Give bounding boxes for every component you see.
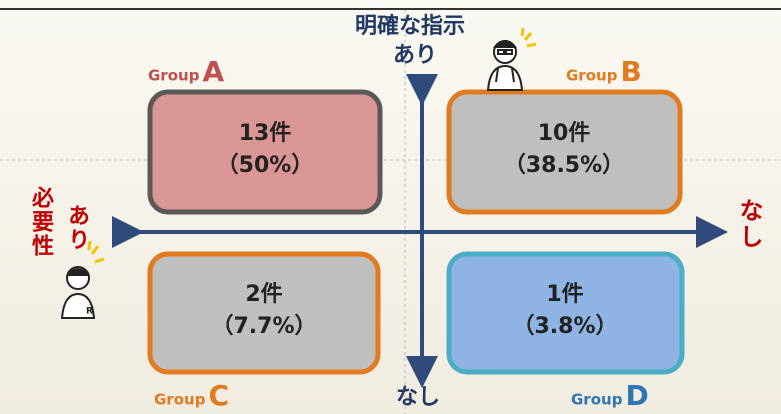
group-percent: （50%）	[217, 153, 314, 178]
axis-bottom: なし	[396, 385, 440, 410]
group-letter: A	[202, 55, 224, 88]
quadrant-diagram: 明確な指示 あり なし なし 必要性 あり R 13件（50%）GroupA10…	[0, 0, 781, 414]
patient-badge: R	[86, 307, 93, 317]
group-percent: （3.8%）	[512, 314, 617, 339]
group-letter: D	[625, 379, 648, 412]
group-prefix: Group	[566, 67, 618, 85]
axis-top-title: 明確な指示	[355, 13, 465, 39]
box-d	[449, 254, 682, 372]
group-percent: （7.7%）	[211, 314, 316, 339]
axis-left-title: 必要性	[28, 185, 54, 258]
group-prefix: Group	[148, 67, 200, 85]
axis-top: あり	[393, 43, 437, 68]
group-count: 2件	[245, 282, 282, 307]
box-b	[449, 92, 680, 212]
axis-right: なし	[735, 198, 763, 250]
group-prefix: Group	[154, 391, 206, 409]
group-count: 13件	[239, 121, 292, 146]
group-count: 10件	[538, 121, 591, 146]
group-letter: C	[208, 379, 229, 412]
group-letter: B	[620, 55, 641, 88]
group-prefix: Group	[571, 391, 623, 409]
group-count: 1件	[546, 282, 583, 307]
group-percent: （38.5%）	[504, 153, 624, 178]
box-a	[150, 92, 380, 212]
axis-left: あり	[64, 204, 89, 252]
box-c	[150, 254, 378, 372]
